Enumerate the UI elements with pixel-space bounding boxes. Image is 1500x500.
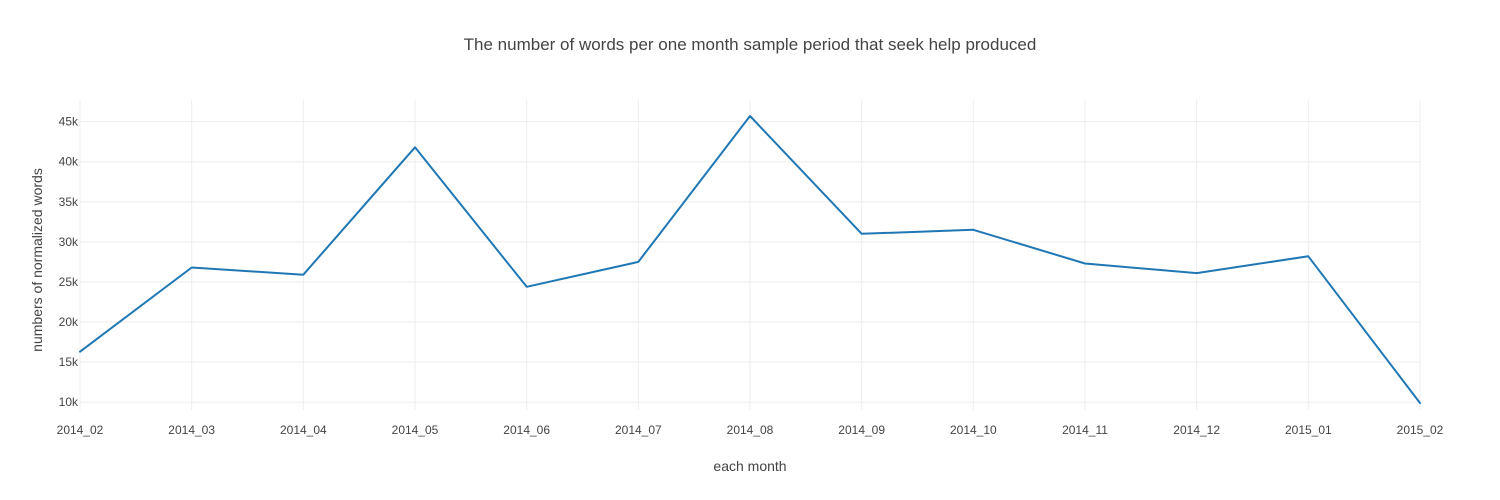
grid-layer xyxy=(79,100,1421,410)
x-tick-label: 2015_01 xyxy=(1285,423,1332,437)
x-tick-label: 2014_07 xyxy=(615,423,662,437)
x-tick-label: 2014_10 xyxy=(950,423,997,437)
y-axis-title: numbers of normalized words xyxy=(29,168,45,352)
x-tick-label: 2014_12 xyxy=(1173,423,1220,437)
x-tick-label: 2015_02 xyxy=(1397,423,1444,437)
x-tick-label: 2014_11 xyxy=(1062,423,1108,437)
y-tick-label: 15k xyxy=(59,355,79,369)
y-tick-label: 45k xyxy=(59,115,79,129)
x-axis-title: each month xyxy=(713,458,786,474)
series-line xyxy=(79,115,1421,404)
y-axis-ticks: 10k 15k 20k 25k 30k 35k 40k 45k xyxy=(59,115,79,410)
y-tick-label: 20k xyxy=(59,315,79,329)
x-tick-label: 2014_02 xyxy=(57,423,104,437)
x-axis-ticks: 2014_02 2014_03 2014_04 2014_05 2014_06 2014_… xyxy=(57,423,1444,437)
y-tick-label: 25k xyxy=(59,275,79,289)
x-tick-label: 2014_08 xyxy=(727,423,774,437)
y-tick-label: 30k xyxy=(59,235,79,249)
series-layer xyxy=(79,115,1421,404)
y-tick-label: 40k xyxy=(59,155,79,169)
x-tick-label: 2014_03 xyxy=(168,423,215,437)
x-tick-label: 2014_05 xyxy=(392,423,439,437)
y-tick-label: 35k xyxy=(59,195,79,209)
y-tick-label: 10k xyxy=(59,395,79,409)
x-tick-label: 2014_04 xyxy=(280,423,327,437)
x-tick-label: 2014_09 xyxy=(838,423,885,437)
x-tick-label: 2014_06 xyxy=(503,423,550,437)
chart-title: The number of words per one month sample… xyxy=(464,35,1037,54)
